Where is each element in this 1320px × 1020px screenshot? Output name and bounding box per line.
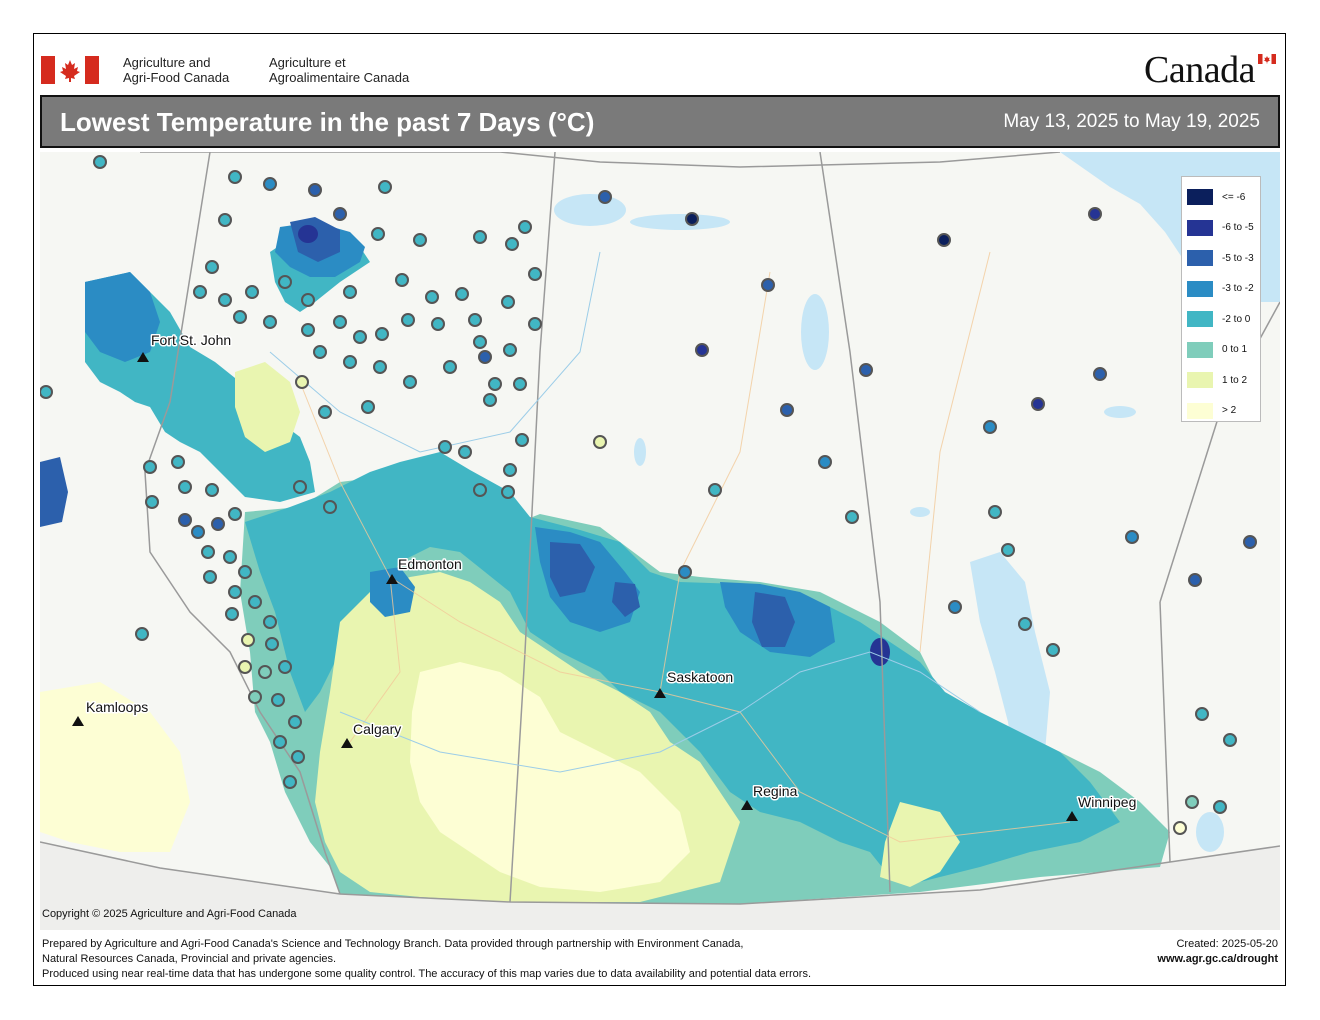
legend-item: > 2: [1187, 396, 1260, 427]
legend-swatch: [1187, 311, 1213, 328]
temp-zone-minus5-to-minus3: [550, 542, 595, 597]
temp-zone-minus3-to-minus2-bc: [85, 272, 160, 362]
lake: [634, 438, 646, 466]
legend-swatch: [1187, 189, 1213, 206]
department-name-french: Agriculture et Agroalimentaire Canada: [269, 55, 410, 85]
legend-item: -3 to -2: [1187, 274, 1260, 305]
legend-swatch: [1187, 219, 1213, 236]
map-svg: Fort St. John Edmonton Kamloops Calgary …: [40, 152, 1280, 930]
temp-zone-minus2-to-0: [245, 452, 1120, 882]
city-marker-edmonton: [386, 574, 398, 584]
temp-zone-minus3-edmonton: [370, 567, 415, 617]
city-label-fort-st-john: Fort St. John: [151, 332, 231, 348]
legend-item: 1 to 2: [1187, 365, 1260, 396]
city-marker-calgary: [341, 738, 353, 748]
city-label-edmonton: Edmonton: [398, 556, 462, 572]
map-canvas[interactable]: Fort St. John Edmonton Kamloops Calgary …: [40, 152, 1280, 930]
temp-zone-minus5-to-minus3-east: [752, 592, 795, 647]
map-title: Lowest Temperature in the past 7 Days (°…: [60, 107, 595, 137]
legend-item: 0 to 1: [1187, 335, 1260, 366]
legend-swatch: [1187, 372, 1213, 389]
lake: [801, 294, 829, 370]
temp-zone-1-to-2-manitoba: [880, 802, 960, 887]
map-legend: <= -6 -6 to -5 -5 to -3 -3 to -2 -2 to 0…: [1181, 176, 1261, 422]
temp-zone-minus6-to-minus5: [298, 225, 318, 243]
legend-swatch: [1187, 250, 1213, 267]
lake-winnipeg: [970, 552, 1050, 792]
roads: [299, 251, 1071, 843]
lake-of-the-woods: [1196, 812, 1224, 852]
temp-zone-1-to-2-north: [235, 362, 300, 452]
canada-flag-icon: [41, 56, 99, 84]
wordmark-flag-icon: [1258, 54, 1276, 64]
title-bar: Lowest Temperature in the past 7 Days (°…: [40, 95, 1280, 148]
legend-swatch: [1187, 402, 1213, 419]
city-labels: Fort St. John Edmonton Kamloops Calgary …: [85, 331, 1138, 812]
legend-swatch: [1187, 280, 1213, 297]
lake-athabasca: [554, 194, 626, 226]
city-markers: [72, 352, 1078, 821]
canada-wordmark: Canada: [1144, 49, 1255, 91]
department-name-english: Agriculture and Agri-Food Canada: [123, 55, 230, 85]
legend-item: <= -6: [1187, 182, 1260, 213]
city-label-kamloops: Kamloops: [86, 699, 148, 715]
city-label-winnipeg: Winnipeg: [1078, 794, 1136, 810]
date-range: May 13, 2025 to May 19, 2025: [1003, 111, 1260, 132]
city-label-saskatoon: Saskatoon: [667, 669, 733, 685]
temp-zone-minus5-bc-edge: [40, 457, 68, 527]
city-label-calgary: Calgary: [353, 721, 401, 737]
city-marker-fort-st-john: [137, 352, 149, 362]
legend-item: -2 to 0: [1187, 304, 1260, 335]
lake: [910, 507, 930, 517]
lake: [1104, 406, 1136, 418]
city-marker-regina: [741, 800, 753, 810]
legend-item: -5 to -3: [1187, 243, 1260, 274]
city-label-regina: Regina: [753, 783, 798, 799]
city-marker-winnipeg: [1066, 811, 1078, 821]
lake: [630, 214, 730, 230]
city-marker-saskatoon: [654, 688, 666, 698]
temp-zone-minus5-spot: [612, 582, 640, 617]
legend-item: -6 to -5: [1187, 213, 1260, 244]
footer-notes: Prepared by Agriculture and Agri-Food Ca…: [42, 938, 812, 980]
weather-stations: [40, 155, 1257, 835]
rivers: [269, 251, 981, 773]
created-date: Created: 2025-05-20: [1176, 938, 1278, 950]
city-marker-kamloops: [72, 716, 84, 726]
legend-swatch: [1187, 341, 1213, 358]
drought-url-link[interactable]: www.agr.gc.ca/drought: [1157, 953, 1278, 965]
temp-zone-above-2: [410, 662, 690, 892]
copyright-notice: Copyright © 2025 Agriculture and Agri-Fo…: [42, 908, 297, 920]
created-info: Created: 2025-05-20 www.agr.gc.ca/drough…: [1157, 937, 1278, 967]
temp-zone-minus6-to-minus5-east: [870, 638, 890, 666]
us-area: [40, 842, 1280, 930]
